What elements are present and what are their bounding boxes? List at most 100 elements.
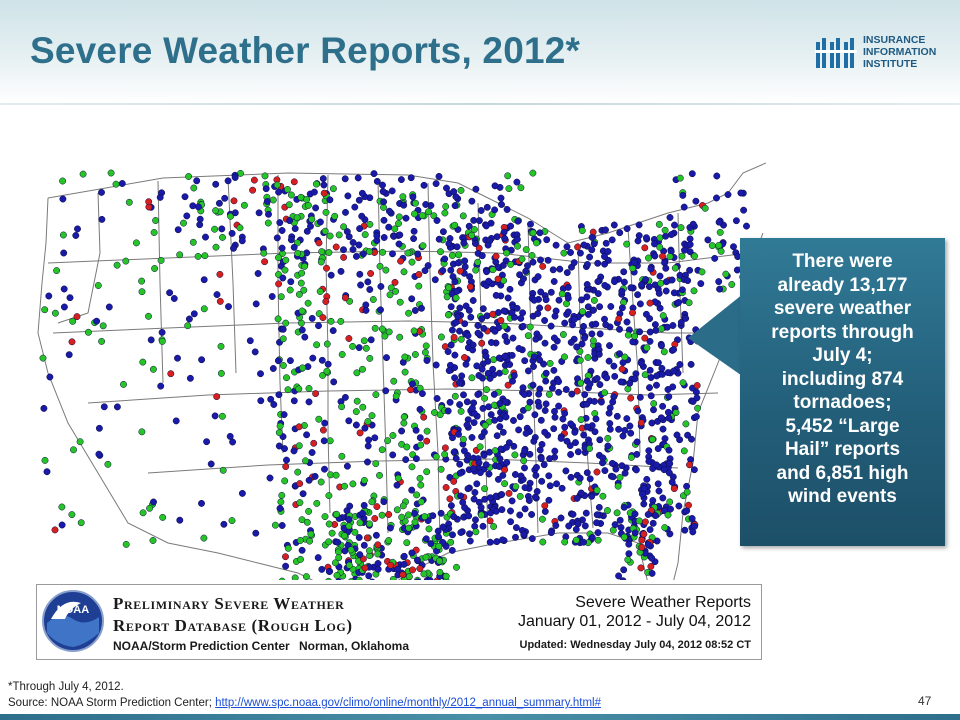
- tornado-report-dot: [315, 239, 323, 247]
- tornado-report-dot: [371, 515, 379, 522]
- wind-report-dot: [658, 342, 665, 350]
- wind-report-dot: [648, 554, 656, 562]
- wind-report-dot: [616, 350, 623, 358]
- hail-report-dot: [631, 332, 639, 340]
- wind-report-dot: [567, 420, 575, 428]
- wind-report-dot: [65, 351, 73, 359]
- wind-report-dot: [583, 293, 591, 301]
- wind-report-dot: [200, 276, 208, 284]
- wind-report-dot: [556, 265, 564, 273]
- wind-report-dot: [620, 278, 628, 286]
- wind-report-dot: [445, 240, 453, 248]
- hail-report-dot: [701, 204, 709, 212]
- hail-report-dot: [524, 332, 532, 340]
- wind-report-dot: [421, 267, 429, 275]
- map-legend-band: NOAA Preliminary Severe Weather Report D…: [28, 580, 766, 663]
- wind-report-dot: [452, 455, 460, 462]
- hail-report-dot: [277, 293, 285, 301]
- hail-report-dot: [185, 173, 193, 180]
- wind-report-dot: [542, 296, 550, 304]
- wind-report-dot: [673, 431, 681, 439]
- hail-report-dot: [451, 221, 459, 229]
- hail-report-dot: [404, 511, 412, 519]
- hail-report-dot: [219, 233, 226, 241]
- wind-report-dot: [553, 480, 561, 488]
- wind-report-dot: [596, 303, 604, 311]
- hail-report-dot: [312, 180, 320, 188]
- hail-report-dot: [422, 342, 430, 350]
- wind-report-dot: [366, 286, 374, 293]
- hail-report-dot: [676, 174, 684, 182]
- wind-report-dot: [515, 426, 523, 434]
- wind-report-dot: [373, 232, 381, 240]
- wind-report-dot: [548, 384, 556, 392]
- wind-report-dot: [499, 261, 507, 269]
- hail-report-dot: [295, 442, 303, 450]
- wind-report-dot: [525, 497, 533, 504]
- wind-report-dot: [510, 372, 518, 380]
- wind-report-dot: [416, 405, 424, 413]
- hail-report-dot: [84, 328, 92, 336]
- tornado-report-dot: [641, 334, 649, 342]
- wind-report-dot: [409, 193, 417, 201]
- hail-report-dot: [421, 513, 429, 521]
- wind-report-dot: [555, 296, 563, 304]
- wind-report-dot: [592, 320, 600, 328]
- callout-line: July 4;: [812, 345, 873, 366]
- hail-report-dot: [301, 262, 309, 270]
- wind-report-dot: [564, 283, 572, 291]
- wind-report-dot: [626, 379, 634, 387]
- hail-report-dot: [589, 337, 597, 345]
- wind-report-dot: [437, 509, 445, 517]
- hail-report-dot: [211, 225, 219, 233]
- hail-report-dot: [378, 446, 386, 454]
- hail-report-dot: [421, 348, 429, 356]
- wind-report-dot: [724, 191, 732, 199]
- hail-report-dot: [315, 415, 323, 423]
- wind-report-dot: [555, 388, 563, 396]
- wind-report-dot: [635, 221, 643, 229]
- wind-report-dot: [491, 182, 499, 190]
- wind-report-dot: [466, 537, 474, 545]
- wind-report-dot: [416, 434, 424, 442]
- wind-report-dot: [386, 524, 394, 532]
- source-link[interactable]: http://www.spc.noaa.gov/climo/online/mon…: [215, 697, 601, 709]
- wind-report-dot: [670, 346, 678, 354]
- hail-report-dot: [374, 550, 382, 558]
- wind-report-dot: [224, 177, 232, 185]
- hail-report-dot: [372, 391, 380, 399]
- tornado-report-dot: [466, 283, 474, 291]
- hail-report-dot: [138, 288, 146, 296]
- hail-report-dot: [685, 299, 693, 307]
- hail-report-dot: [150, 229, 158, 236]
- wind-report-dot: [409, 380, 416, 388]
- wind-report-dot: [477, 207, 485, 214]
- tornado-report-dot: [230, 197, 238, 205]
- wind-report-dot: [257, 397, 265, 405]
- callout-line: wind events: [788, 486, 897, 507]
- callout-line: including 874: [781, 368, 904, 390]
- hail-report-dot: [338, 452, 346, 460]
- wind-report-dot: [290, 397, 298, 405]
- hail-report-dot: [417, 498, 425, 506]
- wind-report-dot: [513, 178, 521, 186]
- wind-report-dot: [433, 217, 441, 224]
- hail-report-dot: [276, 422, 284, 430]
- wind-report-dot: [60, 285, 68, 293]
- wind-report-dot: [303, 431, 311, 439]
- hail-report-dot: [356, 519, 364, 527]
- wind-report-dot: [377, 306, 384, 314]
- wind-report-dot: [100, 403, 108, 411]
- wind-report-dot: [280, 411, 288, 419]
- tornado-report-dot: [322, 298, 330, 305]
- hail-report-dot: [389, 432, 397, 439]
- hail-report-dot: [579, 308, 587, 316]
- wind-report-dot: [577, 489, 585, 497]
- hail-report-dot: [394, 474, 402, 482]
- hail-report-dot: [39, 354, 47, 362]
- hail-report-dot: [666, 253, 674, 261]
- hail-report-dot: [529, 229, 537, 237]
- wind-report-dot: [611, 372, 619, 380]
- wind-report-dot: [654, 480, 662, 488]
- wind-report-dot: [687, 360, 695, 368]
